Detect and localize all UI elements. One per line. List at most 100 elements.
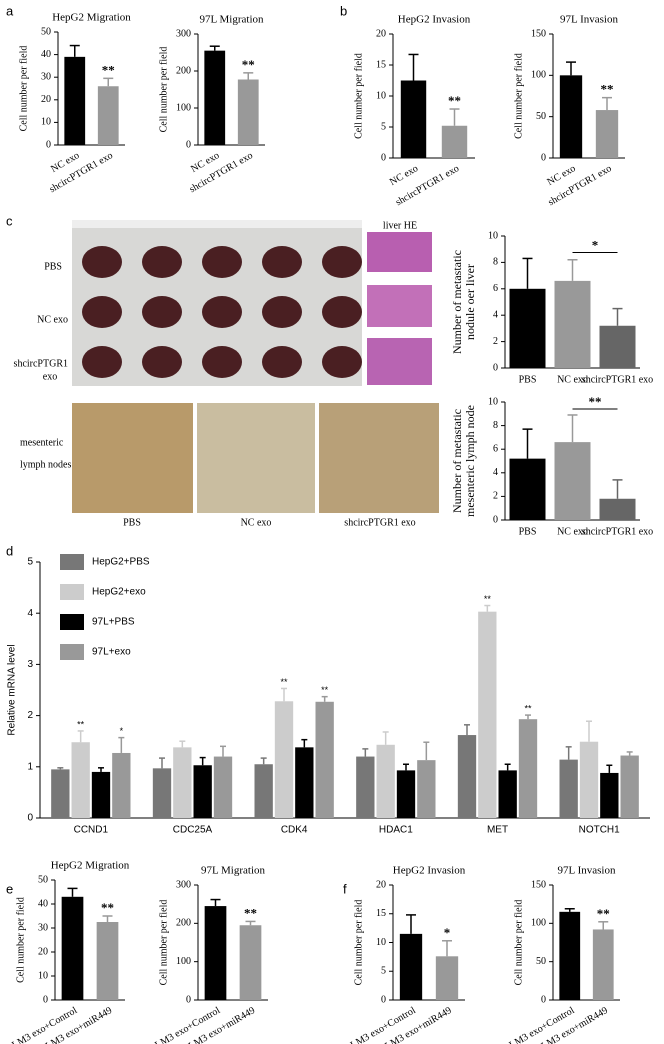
- x-tick-label: HDAC1: [379, 825, 413, 836]
- legend-label: HepG2+PBS: [92, 557, 150, 568]
- bar: [457, 735, 477, 818]
- bar: [173, 747, 192, 818]
- significance: **: [589, 394, 602, 409]
- bar: [599, 498, 636, 520]
- significance: **: [601, 82, 614, 97]
- significance: **: [484, 594, 492, 604]
- chart-title: 97L Migration: [199, 14, 264, 26]
- bar: [315, 701, 334, 818]
- bar: [356, 756, 375, 818]
- photo-caption: NC exo: [241, 517, 272, 528]
- y-tick-label: 4: [493, 467, 498, 478]
- photo-label: mesenteric: [20, 437, 64, 448]
- bar: [376, 744, 395, 818]
- legend-swatch: [60, 554, 84, 570]
- y-axis-label: mesenteric lymph node: [463, 405, 477, 517]
- y-tick-label: 100: [176, 956, 191, 967]
- panel-label: d: [6, 543, 13, 558]
- significance: **: [101, 900, 114, 915]
- liver: [202, 346, 242, 378]
- y-tick-label: 6: [493, 443, 498, 454]
- photo-label: lymph nodes: [20, 459, 71, 470]
- photo-label: liver HE: [383, 220, 417, 231]
- x-tick-label: MET: [487, 825, 508, 836]
- liver: [142, 346, 182, 378]
- photo-label: exo: [43, 371, 57, 382]
- x-tick-label: CCND1: [74, 825, 109, 836]
- chart-title: 97L Invasion: [560, 14, 618, 26]
- photo-caption: shcircPTGR1 exo: [344, 517, 415, 528]
- significance: **: [597, 906, 610, 921]
- liver: [82, 246, 122, 278]
- y-tick-label: 0: [43, 994, 48, 1005]
- x-tick-label: NC exo: [388, 163, 420, 188]
- y-tick-label: 1: [27, 761, 33, 772]
- y-tick-label: 0: [186, 139, 191, 150]
- y-tick-label: 2: [493, 491, 498, 502]
- y-tick-label: 8: [493, 420, 498, 431]
- photo-label: PBS: [44, 261, 62, 272]
- legend-label: 97L+exo: [92, 647, 131, 658]
- y-tick-label: 5: [381, 121, 386, 132]
- significance: **: [102, 62, 115, 77]
- y-tick-label: 0: [46, 139, 51, 150]
- y-tick-label: 20: [38, 946, 48, 957]
- y-tick-label: 50: [536, 111, 546, 122]
- y-tick-label: 0: [541, 152, 546, 163]
- x-tick-label: shcircPTGR1 exo: [582, 526, 653, 537]
- bar: [254, 764, 273, 818]
- liver: [262, 296, 302, 328]
- y-tick-label: 50: [536, 956, 546, 967]
- chart-title: HepG2 Migration: [52, 12, 131, 24]
- bar: [51, 769, 70, 818]
- y-tick-label: 4: [493, 309, 498, 320]
- y-tick-label: 0: [381, 994, 386, 1005]
- bar: [509, 288, 546, 368]
- bar: [559, 759, 578, 818]
- bar: [204, 50, 226, 145]
- x-tick-label: PBS: [519, 374, 537, 385]
- y-tick-label: 0: [493, 514, 498, 525]
- significance: **: [321, 685, 329, 695]
- x-tick-label: PBS: [519, 526, 537, 537]
- y-tick-label: 0: [27, 813, 33, 824]
- bar: [478, 611, 497, 818]
- y-tick-label: 5: [27, 557, 33, 568]
- bar: [498, 770, 517, 818]
- liver: [262, 246, 302, 278]
- y-axis-label: Cell number per field: [158, 47, 169, 133]
- y-tick-label: 40: [41, 49, 51, 60]
- y-tick-label: 2: [493, 336, 498, 347]
- bar: [64, 56, 86, 145]
- y-tick-label: 15: [376, 59, 386, 70]
- y-axis-label: Relative mRNA level: [7, 644, 18, 735]
- chart-title: HepG2 Migration: [51, 860, 130, 872]
- x-tick-label: shcircPTGR1 exo: [546, 163, 613, 208]
- bar: [579, 741, 599, 818]
- y-tick-label: 20: [376, 879, 386, 890]
- bar: [559, 75, 583, 158]
- y-axis-label: Number of metastatic: [450, 409, 464, 513]
- y-tick-label: 50: [41, 26, 51, 37]
- bar: [213, 756, 233, 818]
- y-tick-label: 150: [531, 879, 546, 890]
- he-image: [367, 338, 432, 385]
- chart-title: HepG2 Invasion: [393, 865, 466, 877]
- x-tick-label: CDC25A: [173, 825, 213, 836]
- y-tick-label: 300: [176, 28, 191, 39]
- liver: [82, 296, 122, 328]
- bar: [71, 742, 90, 818]
- significance: **: [448, 93, 461, 108]
- y-axis-label: Cell number per field: [353, 53, 364, 139]
- bar: [595, 110, 619, 158]
- liver: [202, 246, 242, 278]
- photo-caption: PBS: [123, 517, 141, 528]
- liver: [262, 346, 302, 378]
- liver: [322, 246, 362, 278]
- y-tick-label: 10: [376, 90, 386, 101]
- significance: *: [120, 726, 124, 736]
- bar: [274, 701, 294, 818]
- significance: *: [592, 237, 599, 252]
